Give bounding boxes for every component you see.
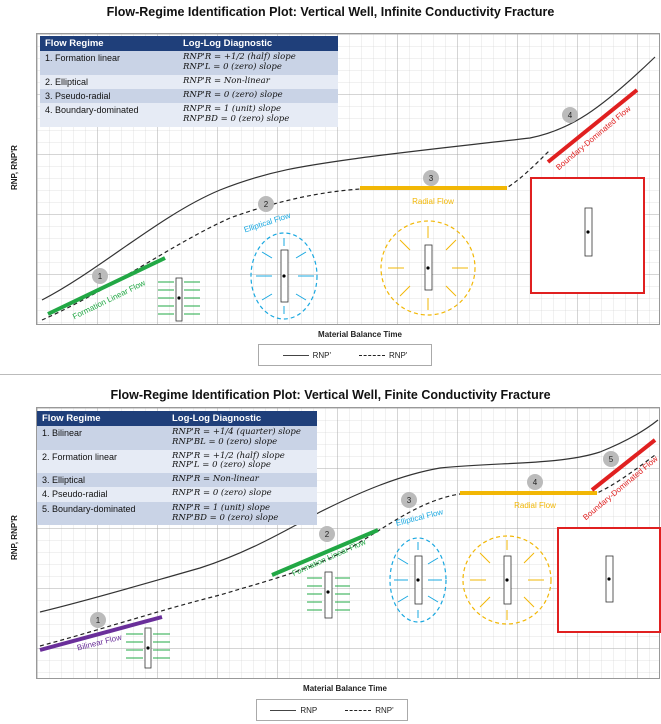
bottom-table-regime: 3. Elliptical bbox=[37, 473, 167, 488]
bottom-chart-title: Flow-Regime Identification Plot: Vertica… bbox=[110, 388, 551, 402]
panel-divider bbox=[0, 374, 661, 375]
bottom-table-regime: 5. Boundary-dominated bbox=[37, 501, 167, 526]
bottom-table-diag: RNP'R = +1/4 (quarter) slope bbox=[172, 427, 301, 437]
top-boundary-schematic bbox=[530, 177, 645, 294]
top-marker-2: 2 bbox=[258, 196, 274, 212]
top-marker-4: 4 bbox=[562, 107, 578, 123]
top-formation-linear-segment bbox=[47, 256, 166, 316]
top-table-header-diagnostic: Log-Log Diagnostic bbox=[178, 36, 338, 51]
top-table-header-regime: Flow Regime bbox=[40, 36, 178, 51]
bottom-formation-linear-segment bbox=[271, 528, 379, 577]
top-formation-linear-schematic bbox=[158, 277, 200, 322]
bottom-table-header-regime: Flow Regime bbox=[37, 411, 167, 426]
top-legend: RNP' RNP' bbox=[258, 344, 432, 366]
bottom-legend-solid-label: RNP bbox=[300, 705, 318, 715]
top-chart-title: Flow-Regime Identification Plot: Vertica… bbox=[106, 5, 555, 19]
bottom-table-regime: 2. Formation linear bbox=[37, 449, 167, 474]
bottom-bilinear-segment bbox=[39, 615, 163, 652]
top-table-diag: RNP'BD = 0 (zero) slope bbox=[183, 113, 290, 124]
top-marker-3-text: 3 bbox=[429, 174, 434, 183]
top-table-diag: RNP'L = 0 (zero) slope bbox=[183, 61, 282, 72]
bottom-rnp-curve bbox=[39, 419, 659, 613]
bottom-table-header-diagnostic: Log-Log Diagnostic bbox=[167, 411, 317, 426]
bottom-marker-3: 3 bbox=[401, 492, 417, 508]
top-radial-label: Radial Flow bbox=[412, 197, 454, 206]
top-marker-1: 1 bbox=[92, 268, 108, 284]
bottom-regime-table: Flow Regime Log-Log Diagnostic 1. Biline… bbox=[37, 411, 317, 526]
bottom-table-diag: RNP'BL = 0 (zero) slope bbox=[172, 436, 278, 447]
top-table-regime: 4. Boundary-dominated bbox=[40, 103, 178, 127]
bottom-marker-4-text: 4 bbox=[533, 478, 538, 487]
bottom-boundary-segment bbox=[590, 438, 657, 492]
bottom-elliptical-schematic bbox=[389, 537, 447, 623]
top-rnp-derivative-curve bbox=[41, 149, 551, 321]
bottom-bilinear-schematic bbox=[126, 627, 170, 669]
bottom-table-diag: RNP'R = +1/2 (half) slope bbox=[172, 450, 285, 461]
bottom-table-diag: RNP'R = Non-linear bbox=[172, 474, 259, 485]
top-table-diag: RNP'R = Non-linear bbox=[183, 75, 270, 86]
top-table-diag: RNP'R = +1/2 (half) slope bbox=[183, 52, 296, 62]
legend-solid-line-icon bbox=[270, 709, 297, 711]
top-table-regime: 2. Elliptical bbox=[40, 74, 178, 89]
bottom-formation-linear-schematic bbox=[307, 571, 350, 619]
top-table-regime: 3. Pseudo-radial bbox=[40, 88, 178, 104]
bottom-table-regime: 4. Pseudo-radial bbox=[37, 487, 167, 502]
top-table-diag: RNP'R = 0 (zero) slope bbox=[183, 89, 283, 100]
top-marker-4-text: 4 bbox=[568, 111, 573, 120]
bottom-marker-5: 5 bbox=[603, 451, 619, 467]
bottom-legend: RNP RNP' bbox=[256, 699, 408, 721]
bottom-table-regime: 1. Bilinear bbox=[37, 426, 167, 450]
top-regime-table: Flow Regime Log-Log Diagnostic 1. Format… bbox=[40, 36, 338, 127]
top-table-regime: 1. Formation linear bbox=[40, 51, 178, 75]
bottom-marker-2-text: 2 bbox=[325, 530, 330, 539]
top-radial-schematic bbox=[380, 220, 476, 316]
bottom-marker-2: 2 bbox=[319, 526, 335, 542]
bottom-boundary-schematic bbox=[557, 527, 661, 633]
bottom-radial-label: Radial Flow bbox=[514, 501, 556, 510]
top-marker-1-text: 1 bbox=[98, 272, 103, 281]
top-marker-2-text: 2 bbox=[264, 200, 269, 209]
bottom-elliptical-label: Elliptical Flow bbox=[395, 507, 444, 528]
bottom-rnp-derivative-curve bbox=[39, 454, 656, 647]
bottom-marker-4: 4 bbox=[527, 474, 543, 490]
bottom-marker-5-text: 5 bbox=[609, 455, 614, 464]
bottom-marker-1: 1 bbox=[90, 612, 106, 628]
bottom-radial-schematic bbox=[462, 535, 552, 625]
bottom-marker-1-text: 1 bbox=[96, 616, 101, 625]
legend-dashed-line-icon bbox=[345, 709, 372, 711]
top-legend-solid-label: RNP' bbox=[312, 350, 331, 360]
top-marker-3: 3 bbox=[423, 170, 439, 186]
bottom-legend-dashed-label: RNP' bbox=[375, 705, 394, 715]
bottom-x-axis-label: Material Balance Time bbox=[303, 684, 387, 693]
top-boundary-segment bbox=[546, 88, 639, 164]
top-table-diag: RNP'R = 1 (unit) slope bbox=[183, 104, 282, 115]
bottom-plot-area bbox=[36, 407, 660, 679]
bottom-table-diag: RNP'R = 0 (zero) slope bbox=[172, 488, 272, 499]
bottom-table-diag: RNP'L = 0 (zero) slope bbox=[172, 460, 271, 471]
top-legend-dashed-label: RNP' bbox=[389, 350, 408, 360]
top-rnp-curve bbox=[41, 56, 656, 301]
top-x-axis-label: Material Balance Time bbox=[318, 330, 402, 339]
legend-dashed-line-icon bbox=[359, 354, 385, 356]
legend-solid-line-icon bbox=[282, 354, 309, 356]
bottom-table-diag: RNP'R = 1 (unit) slope bbox=[172, 502, 271, 513]
bottom-table-diag: RNP'BD = 0 (zero) slope bbox=[172, 512, 279, 523]
top-elliptical-schematic bbox=[250, 232, 318, 320]
top-diagram: 1 2 3 4 Formation Linear Flow Elliptical… bbox=[41, 56, 656, 322]
bottom-marker-3-text: 3 bbox=[407, 496, 412, 505]
